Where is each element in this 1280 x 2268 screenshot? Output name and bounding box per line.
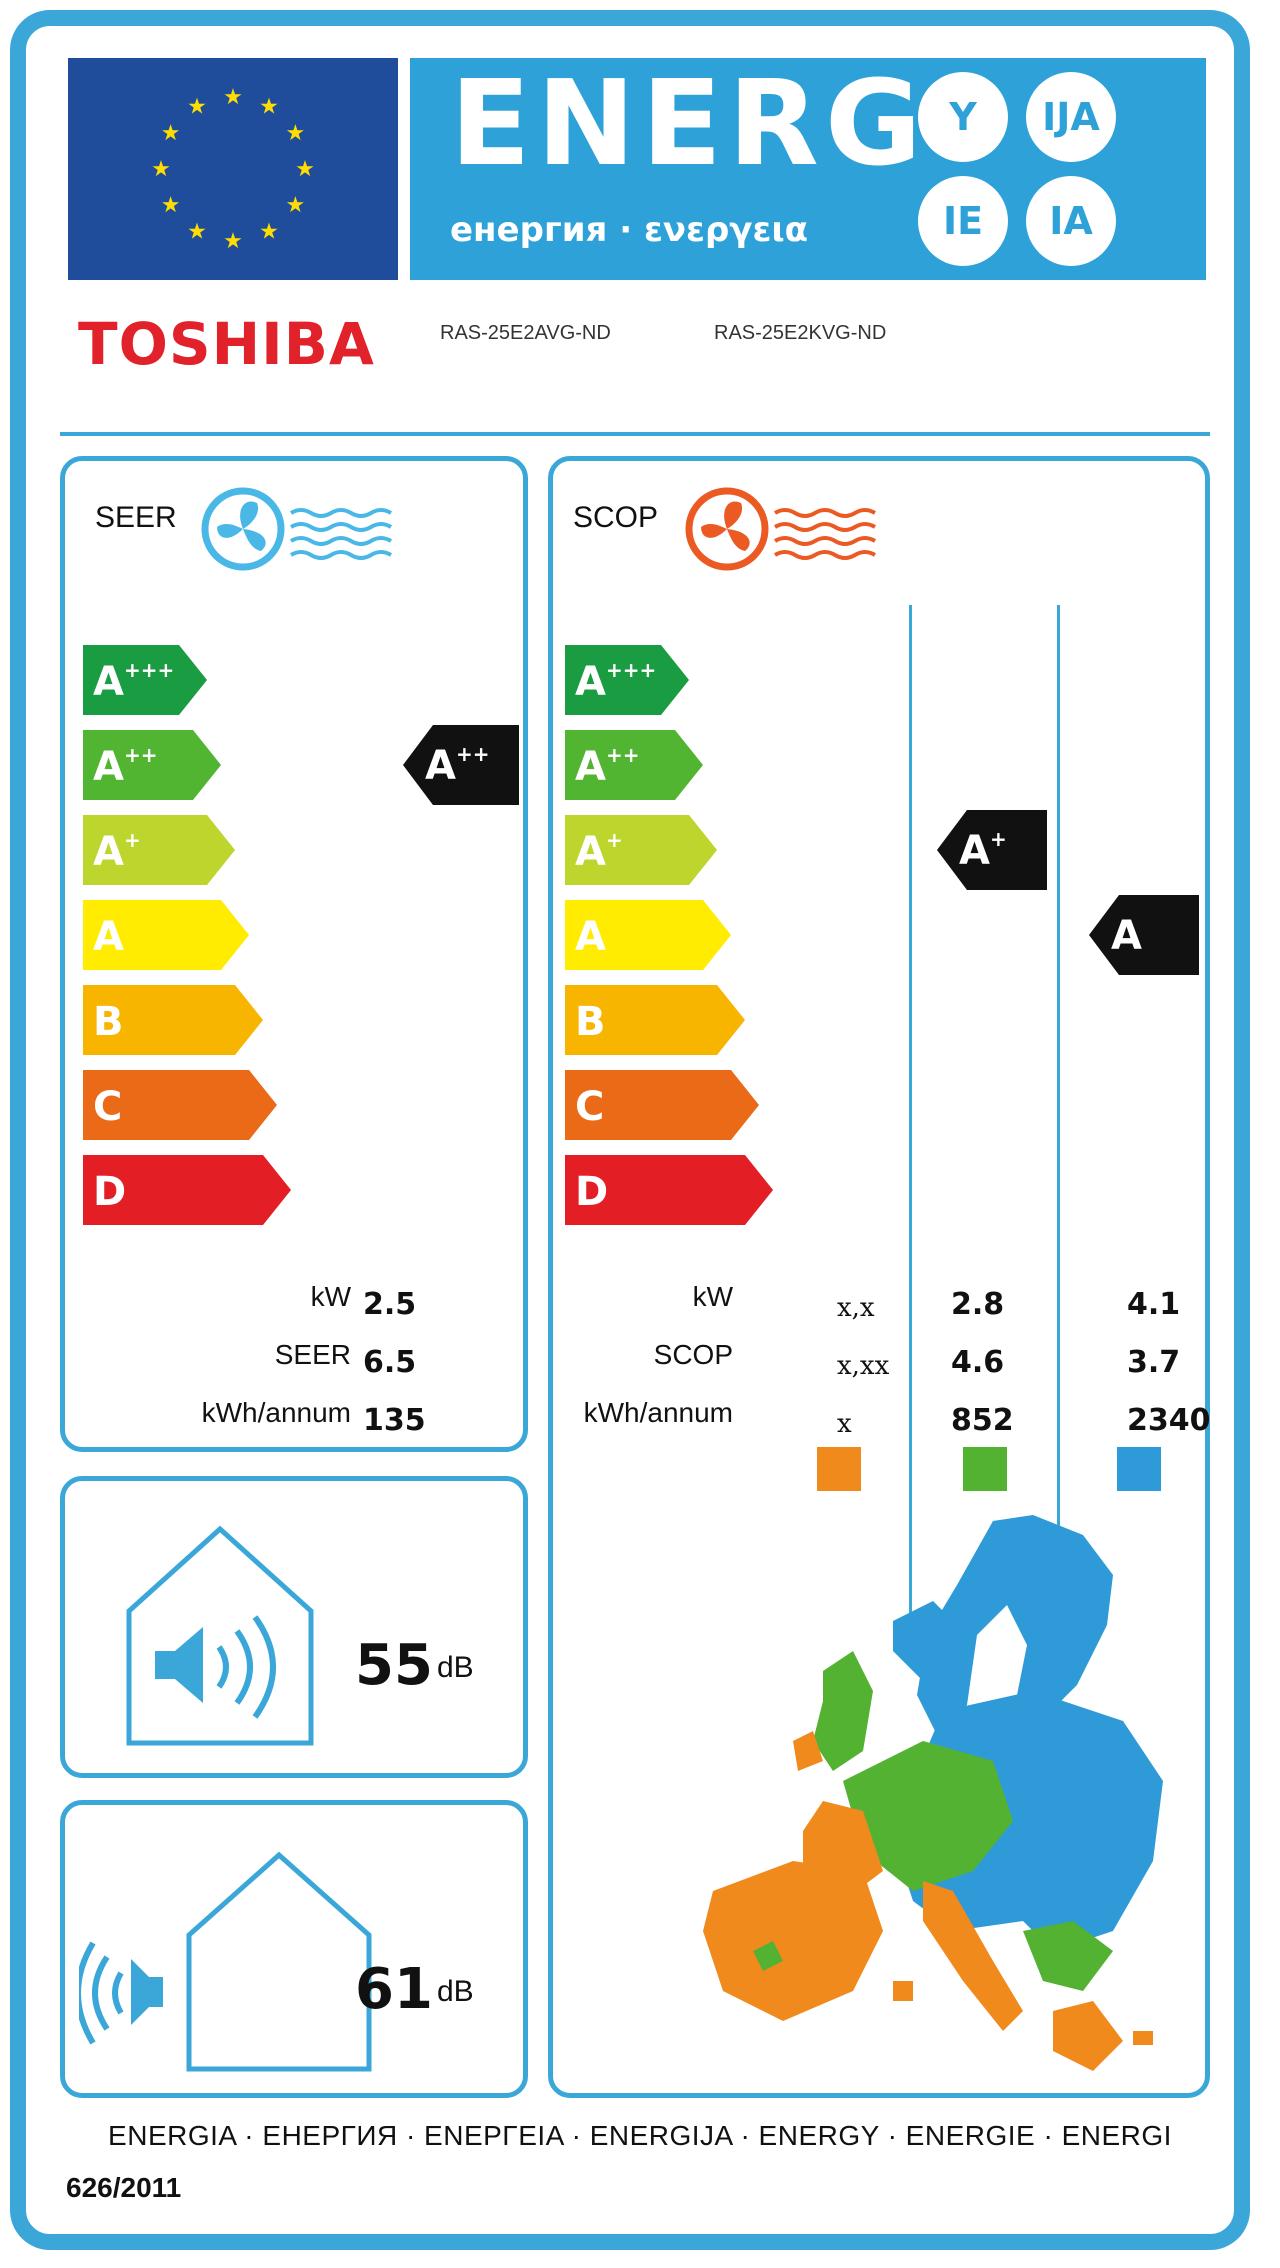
eu-star-icon: ★ (259, 218, 279, 243)
regulation-number: 626/2011 (66, 2172, 182, 2203)
cool-scale-bar (83, 1070, 277, 1140)
indoor-noise-panel: 55 dB (60, 1476, 528, 1778)
scale-label: A (1111, 913, 1142, 959)
heat-kw-label: kW (692, 1281, 733, 1312)
eu-star-icon: ★ (161, 120, 181, 145)
suffix-ia: IA (1026, 176, 1116, 266)
cooling-label: SEER (95, 501, 177, 534)
indoor-noise-icon (126, 1525, 314, 1746)
scale-label: D (575, 1169, 608, 1215)
zone-warmer-swatch (817, 1447, 861, 1491)
indoor-noise-unit: dB (437, 1651, 474, 1684)
languages-footer: ENERGIA · ЕНЕРГИЯ · ΕΝΕΡΓΕΙΑ · ENERGIJA … (108, 2120, 1172, 2151)
eu-star-icon: ★ (187, 94, 207, 119)
model-indoor: RAS-25E2AVG-ND (440, 322, 611, 344)
cool-scale-bar (83, 815, 235, 885)
eu-star-icon: ★ (161, 192, 181, 217)
cool-kw-value: 2.5 (363, 1287, 417, 1322)
eu-star-icon: ★ (295, 156, 315, 181)
cool-kwh-label: kWh/annum (201, 1397, 351, 1428)
heat-scale-bar (565, 815, 717, 885)
eu-star-icon: ★ (223, 84, 243, 109)
zone-average-swatch (963, 1447, 1007, 1491)
suffix-ija: IJA (1026, 72, 1116, 162)
outdoor-noise-unit: dB (437, 1975, 474, 2008)
fan-cool-icon (201, 487, 393, 571)
heat-kwh-warmer: x (837, 1409, 852, 1439)
heat-scale-bar (565, 1155, 773, 1225)
eu-flag: ★ ★ ★ ★ ★ ★ ★ ★ ★ ★ ★ ★ (68, 58, 398, 280)
heat-scale-bar (565, 645, 689, 715)
heat-kw-warmer: x,x (837, 1293, 875, 1323)
cool-scale-bar (83, 730, 221, 800)
cool-scale-bar (83, 900, 249, 970)
heat-kwh-average: 852 (951, 1403, 1014, 1438)
fan-heat-icon (685, 487, 877, 571)
indoor-noise-value: 55 (355, 1633, 433, 1698)
cool-scale-bar (83, 645, 207, 715)
cool-scale-bar (83, 985, 263, 1055)
heat-kw-colder: 4.1 (1127, 1287, 1181, 1322)
energy-subtitle: енергия · ενεργεια (450, 210, 808, 250)
zone-divider (909, 605, 912, 1645)
heating-panel: SCOP A+++ A++ A+ A B C D A+ A kW x,x 2.8 4.1 SCO… (548, 456, 1211, 2098)
europe-climate-map-icon (703, 1515, 1163, 2071)
rating-arrow (937, 810, 1047, 890)
eu-star-icon: ★ (151, 156, 171, 181)
cool-seer-label: SEER (274, 1339, 351, 1370)
suffix-ie: IE (918, 176, 1008, 266)
eu-star-icon: ★ (285, 120, 305, 145)
brand-logo: TOSHIBA (78, 310, 375, 378)
heat-scale-bar (565, 900, 731, 970)
heat-kwh-label: kWh/annum (583, 1397, 733, 1428)
outdoor-noise-icon (79, 1851, 372, 2072)
cool-kw-label: kW (310, 1281, 351, 1312)
eu-stars-icon: ★ ★★★★★★★★★★★ (151, 84, 315, 253)
outdoor-noise-panel: 61 dB (60, 1800, 528, 2098)
heat-scop-warmer: x,xx (837, 1351, 890, 1381)
heat-scop-colder: 3.7 (1127, 1345, 1181, 1380)
heat-scale-bar (565, 985, 745, 1055)
heat-scop-label: SCOP (653, 1339, 733, 1370)
zone-colder-swatch (1117, 1447, 1161, 1491)
cool-scale-bar (83, 1155, 291, 1225)
eu-star-icon: ★ (223, 228, 243, 253)
heat-scale-bar (565, 1070, 759, 1140)
scale-label: A (93, 914, 124, 960)
zone-divider (1057, 605, 1060, 1645)
divider (60, 432, 1210, 436)
heat-kw-average: 2.8 (951, 1287, 1005, 1322)
scale-label: B (93, 999, 124, 1045)
outdoor-noise-value: 61 (355, 1957, 433, 2022)
eu-star-icon: ★ (259, 94, 279, 119)
scale-label: C (575, 1084, 604, 1130)
eu-star-icon: ★ (187, 218, 207, 243)
heating-label: SCOP (573, 501, 659, 534)
scale-label: B (575, 999, 606, 1045)
model-outdoor: RAS-25E2KVG-ND (714, 322, 887, 344)
heat-scop-average: 4.6 (951, 1345, 1005, 1380)
rating-arrow (1089, 895, 1199, 975)
heat-scale-bar (565, 730, 703, 800)
energy-title: ENERG (450, 54, 928, 192)
energy-header: ENERG енергия · ενεργεια Y IJA IE IA (410, 54, 1206, 280)
heat-kwh-colder: 2340 (1127, 1403, 1211, 1438)
eu-star-icon: ★ (285, 192, 305, 217)
cool-seer-value: 6.5 (363, 1345, 417, 1380)
scale-label: C (93, 1084, 122, 1130)
cooling-panel: SEER A+++ A++ A+ A B C D A++ kW 2.5 SEER 6.5 kW… (60, 456, 528, 1452)
suffix-y: Y (918, 72, 1008, 162)
scale-label: A (575, 914, 606, 960)
cool-kwh-value: 135 (363, 1403, 426, 1438)
rating-arrow (403, 725, 519, 805)
scale-label: D (93, 1169, 126, 1215)
